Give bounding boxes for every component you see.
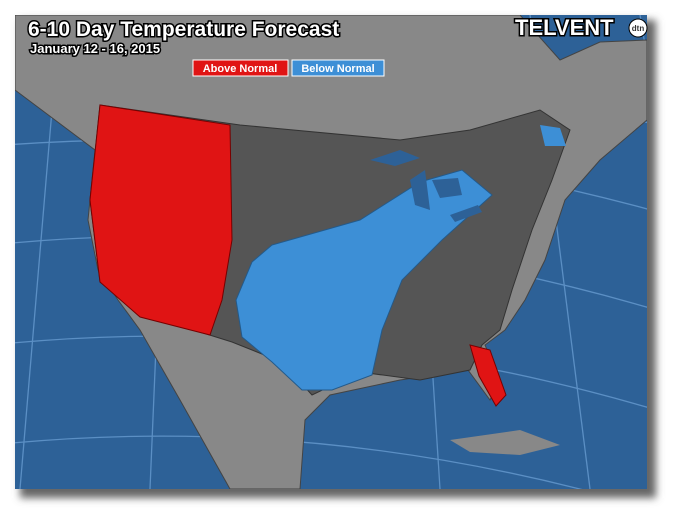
great-lakes — [370, 150, 482, 222]
map — [15, 15, 647, 489]
logo-badge — [628, 18, 648, 38]
legend-label: Above Normal — [203, 63, 278, 75]
below-normal-northeast — [540, 125, 566, 146]
title: 6-10 Day Temperature Forecast — [28, 18, 339, 41]
subtitle: January 12 - 16, 2015 — [30, 41, 160, 56]
logo-badge-text: dtn — [632, 24, 645, 33]
logo: TELVENT — [515, 15, 614, 40]
above-normal-florida — [469, 344, 507, 407]
below-normal-central — [235, 169, 493, 391]
above-normal-west — [89, 104, 233, 336]
caribbean-land — [450, 430, 560, 455]
legend-swatch-above — [192, 59, 289, 77]
legend-label: Below Normal — [301, 63, 374, 75]
legend-swatch-below — [291, 59, 385, 77]
